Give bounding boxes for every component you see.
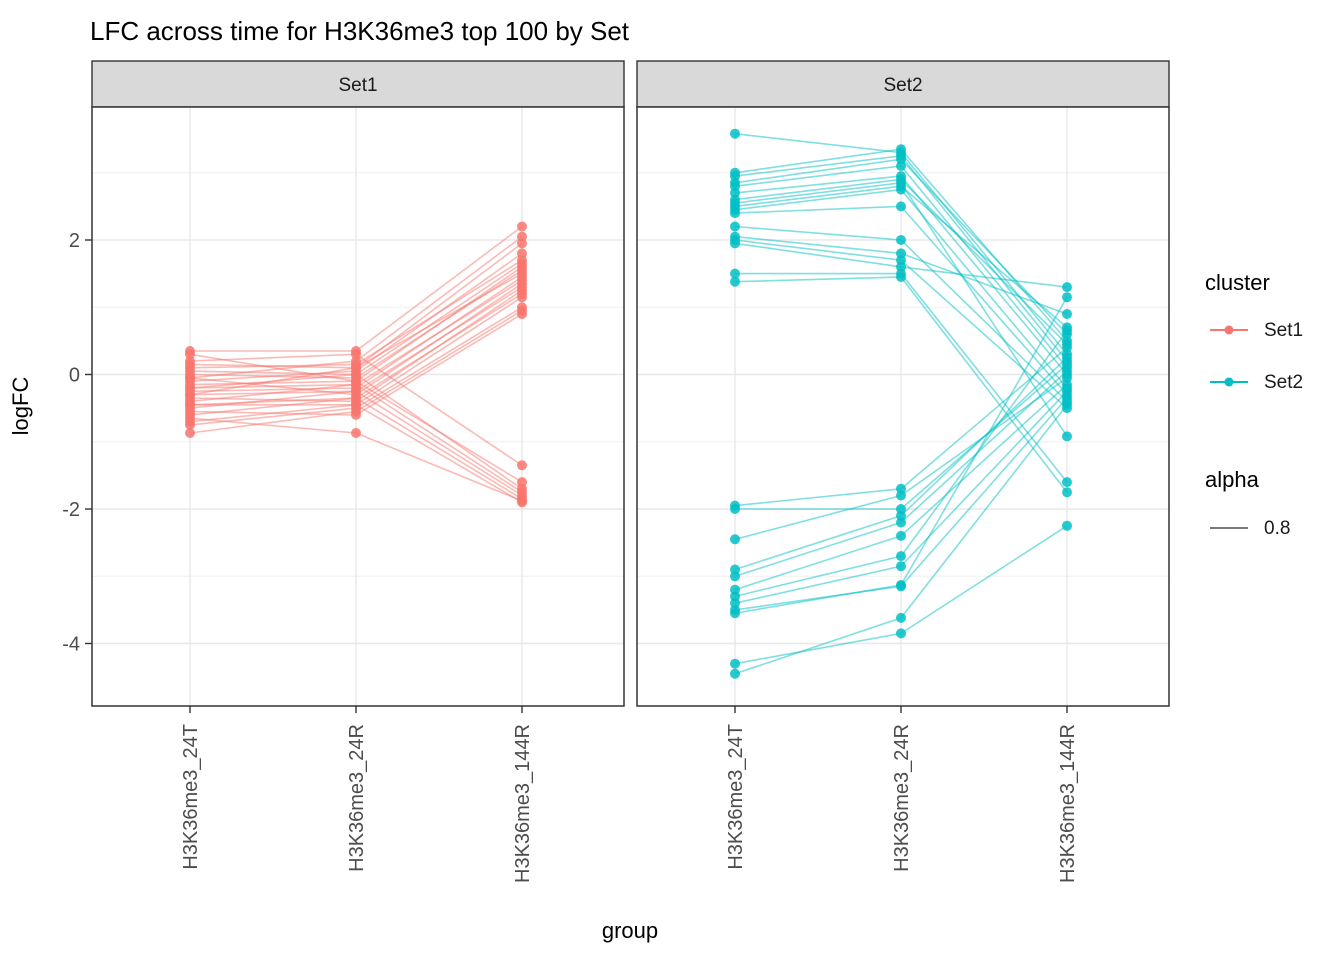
facet-strip <box>636 60 1170 108</box>
data-point <box>1062 520 1072 531</box>
legend: cluster Set1 Set2 alpha 0.8 <box>1205 270 1303 539</box>
data-point <box>1062 309 1072 319</box>
data-point <box>896 517 906 528</box>
data-point <box>896 551 906 562</box>
facet-set2: Set2 H3K36me3_24T H3K36me3_24R H3K36me3_144… <box>636 60 1170 883</box>
data-point <box>1062 431 1072 442</box>
data-point <box>1062 487 1072 498</box>
data-point <box>730 208 740 219</box>
x-tick-label: H3K36me3_24T <box>180 724 202 870</box>
data-point <box>896 580 906 590</box>
panel-border <box>91 106 625 707</box>
data-point <box>185 428 195 438</box>
data-point <box>730 571 740 582</box>
legend-label-set1: Set1 <box>1264 320 1303 341</box>
facet-strip <box>91 60 625 108</box>
data-point <box>351 409 361 420</box>
data-point <box>1062 477 1072 488</box>
data-point <box>1062 366 1072 377</box>
x-tick-label: H3K36me3_24R <box>891 724 913 872</box>
data-point <box>351 349 361 360</box>
series-points <box>730 128 1072 679</box>
legend-label-alpha: 0.8 <box>1264 518 1290 539</box>
facet-strip-label: Set1 <box>338 75 377 96</box>
x-axis-title: group <box>602 918 658 943</box>
data-point <box>730 668 740 679</box>
x-tick-label: H3K36me3_144R <box>1057 724 1079 883</box>
data-point <box>185 349 195 360</box>
y-tick-label: -4 <box>62 634 80 656</box>
data-point <box>1062 325 1072 336</box>
facet-set1: Set1 H3K36me3_24T H3K36me3_24R H3K36me3_144… <box>62 60 625 883</box>
data-point <box>517 221 527 232</box>
data-point <box>896 561 906 572</box>
y-tick-label: 2 <box>69 230 80 252</box>
x-tick-label: H3K36me3_144R <box>512 724 534 883</box>
data-point <box>730 608 740 619</box>
legend-alpha-title: alpha <box>1205 467 1260 492</box>
data-point <box>1062 292 1072 303</box>
data-point <box>896 201 906 212</box>
data-point <box>517 309 527 319</box>
facet-strip-label: Set2 <box>883 75 922 96</box>
data-point <box>730 128 740 139</box>
data-point <box>896 628 906 639</box>
data-point <box>517 292 527 303</box>
data-point <box>185 366 195 377</box>
data-point <box>1062 352 1072 363</box>
data-point <box>185 416 195 427</box>
data-point <box>351 369 361 380</box>
data-point <box>896 272 906 282</box>
data-point <box>896 161 906 171</box>
data-point <box>1062 282 1072 293</box>
data-point <box>1062 342 1072 353</box>
x-tick-label: H3K36me3_24R <box>346 724 368 872</box>
legend-key-point-set1 <box>1224 325 1234 335</box>
panel-border <box>636 106 1170 707</box>
data-point <box>517 238 527 249</box>
data-point <box>517 460 527 471</box>
chart-panels: Set1 H3K36me3_24T H3K36me3_24R H3K36me3_144… <box>62 60 1170 883</box>
data-point <box>896 530 906 541</box>
y-tick-label: -2 <box>62 499 80 521</box>
data-point <box>730 238 740 249</box>
legend-item-set2: Set2 <box>1210 372 1303 393</box>
data-point <box>730 504 740 514</box>
data-point <box>351 428 361 438</box>
data-point <box>730 534 740 545</box>
data-point <box>185 399 195 410</box>
series-points <box>185 221 527 508</box>
legend-label-set2: Set2 <box>1264 372 1303 393</box>
chart-title: LFC across time for H3K36me3 top 100 by … <box>90 16 630 46</box>
data-point <box>896 490 906 501</box>
data-point <box>185 389 195 400</box>
data-point <box>351 399 361 410</box>
data-point <box>730 276 740 287</box>
data-point <box>1062 399 1072 410</box>
legend-item-alpha: 0.8 <box>1210 518 1290 539</box>
legend-key-point-set2 <box>1224 377 1234 387</box>
x-tick-label: H3K36me3_24T <box>725 724 747 870</box>
data-point <box>730 658 740 669</box>
data-point <box>730 221 740 232</box>
data-point <box>896 184 906 195</box>
data-point <box>517 497 527 508</box>
data-point <box>730 268 740 279</box>
legend-item-set1: Set1 <box>1210 320 1303 341</box>
legend-cluster-title: cluster <box>1205 270 1270 295</box>
data-point <box>896 235 906 245</box>
y-axis-title: logFC <box>8 377 33 436</box>
y-tick-label: 0 <box>69 365 80 387</box>
data-point <box>896 612 906 623</box>
